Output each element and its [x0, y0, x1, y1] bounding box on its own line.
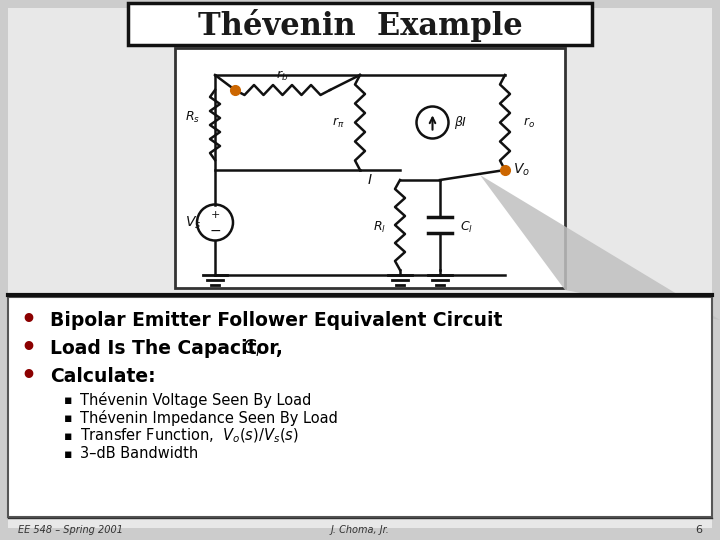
Text: J. Choma, Jr.: J. Choma, Jr.	[330, 525, 390, 535]
Text: ▪: ▪	[64, 411, 72, 424]
Text: Calculate:: Calculate:	[50, 367, 156, 386]
Text: •: •	[20, 364, 36, 388]
Text: −: −	[210, 224, 221, 238]
Text: ▪: ▪	[64, 429, 72, 442]
Text: $R_l$: $R_l$	[374, 220, 387, 235]
Text: Load Is The Capacitor,: Load Is The Capacitor,	[50, 339, 296, 357]
Text: Thévenin  Example: Thévenin Example	[197, 10, 523, 43]
Text: $r_b$: $r_b$	[276, 69, 289, 83]
Text: $V_s$: $V_s$	[185, 214, 201, 231]
Text: Thévenin Voltage Seen By Load: Thévenin Voltage Seen By Load	[80, 392, 311, 408]
FancyBboxPatch shape	[8, 8, 712, 528]
Text: Thévenin Impedance Seen By Load: Thévenin Impedance Seen By Load	[80, 410, 338, 426]
Polygon shape	[480, 175, 720, 320]
Text: $V_o$: $V_o$	[513, 162, 530, 178]
Text: 6: 6	[695, 525, 702, 535]
Text: •: •	[20, 308, 36, 332]
Text: 3–dB Bandwidth: 3–dB Bandwidth	[80, 447, 198, 462]
Text: +: +	[210, 210, 220, 219]
FancyBboxPatch shape	[128, 3, 592, 45]
Text: EE 548 – Spring 2001: EE 548 – Spring 2001	[18, 525, 123, 535]
Text: $I$: $I$	[367, 173, 373, 187]
FancyBboxPatch shape	[8, 297, 712, 517]
Text: ▪: ▪	[64, 448, 72, 461]
Text: $R_s$: $R_s$	[186, 110, 201, 125]
Text: $C_l$: $C_l$	[460, 220, 473, 235]
Text: Bipolar Emitter Follower Equivalent Circuit: Bipolar Emitter Follower Equivalent Circ…	[50, 310, 503, 329]
Text: •: •	[20, 336, 36, 360]
Text: ▪: ▪	[64, 394, 72, 407]
Text: Transfer Function,  $V_o(s)/V_s(s)$: Transfer Function, $V_o(s)/V_s(s)$	[80, 427, 299, 445]
Text: $r_o$: $r_o$	[523, 116, 535, 130]
Text: $r_\pi$: $r_\pi$	[332, 116, 344, 130]
Text: $\beta I$: $\beta I$	[454, 114, 468, 131]
FancyBboxPatch shape	[175, 48, 565, 288]
Text: $C_l$: $C_l$	[242, 338, 261, 359]
